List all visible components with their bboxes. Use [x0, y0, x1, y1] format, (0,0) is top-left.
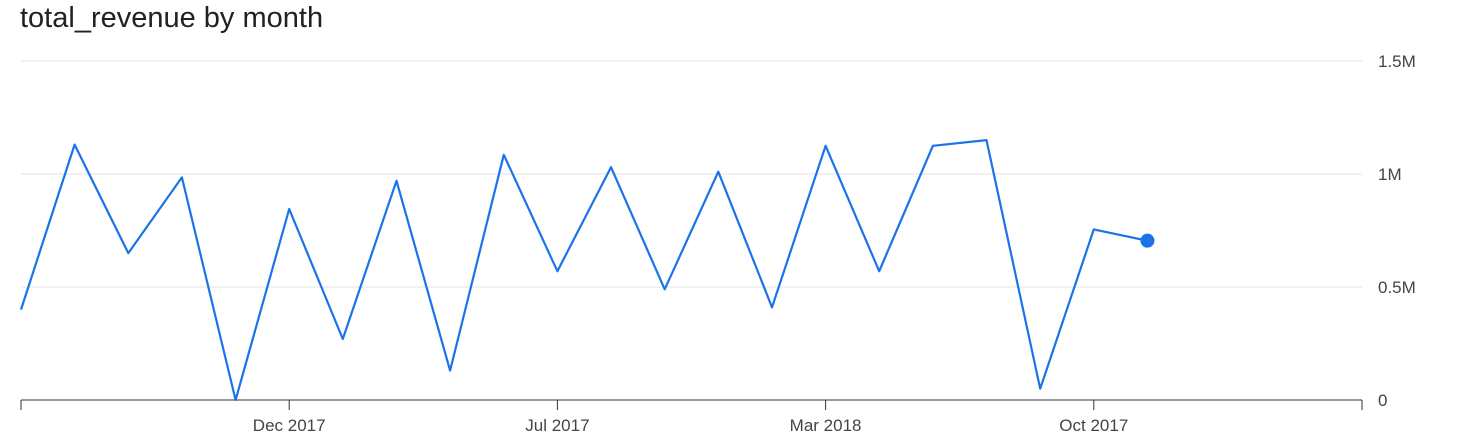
y-tick-label: 1.5M — [1378, 52, 1416, 71]
chart-title: total_revenue by month — [20, 2, 324, 34]
x-tick-label: Mar 2018 — [790, 416, 862, 435]
y-axis-tick-labels: 0 0.5M 1M 1.5M — [1378, 52, 1416, 410]
x-axis-tick-labels: Dec 2017 Jul 2017 Mar 2018 Oct 2017 — [253, 400, 1128, 435]
x-axis — [20, 399, 1363, 410]
x-tick-label: Jul 2017 — [525, 416, 589, 435]
y-tick-label: 0 — [1378, 391, 1387, 410]
series-line-0 — [19, 139, 1148, 402]
x-tick-label: Oct 2017 — [1059, 416, 1128, 435]
x-tick-label: Dec 2017 — [253, 416, 326, 435]
gridlines — [21, 60, 1362, 288]
last-point-marker[interactable] — [1140, 233, 1155, 248]
y-tick-label: 0.5M — [1378, 278, 1416, 297]
series-layer — [19, 139, 1155, 402]
y-tick-label: 1M — [1378, 165, 1402, 184]
